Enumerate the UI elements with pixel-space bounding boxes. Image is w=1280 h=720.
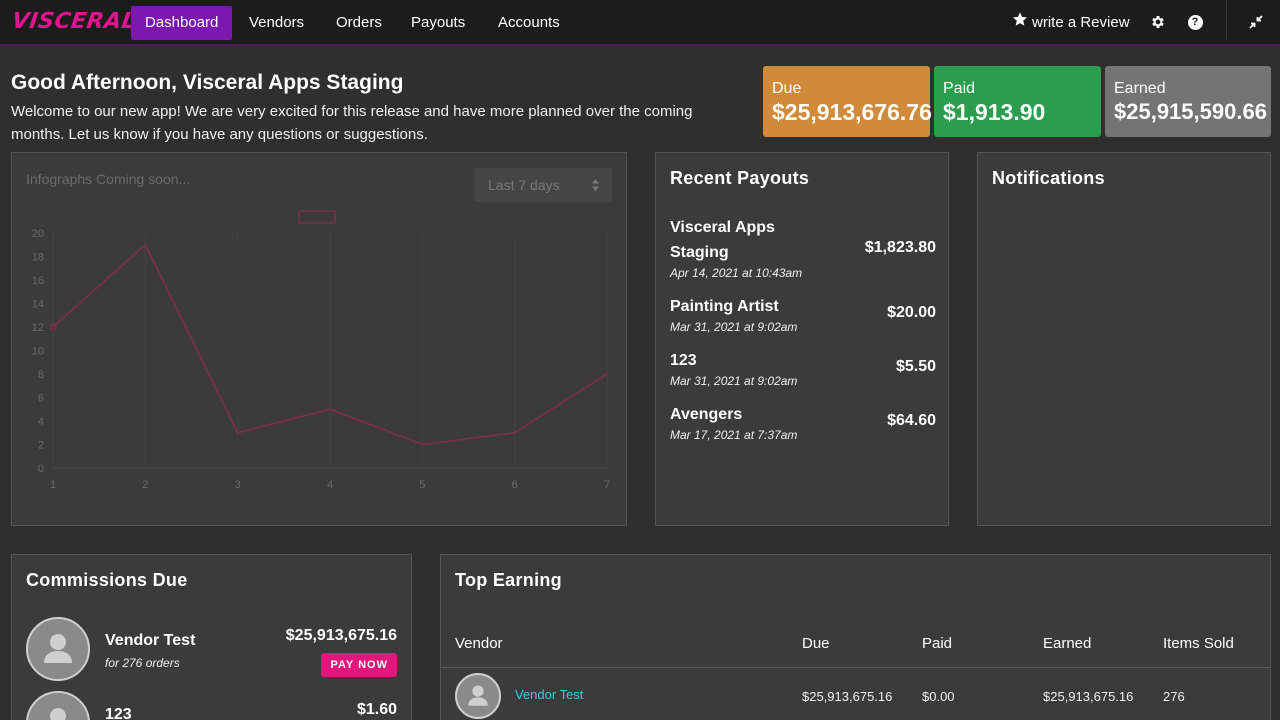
x-tick-label: 1 (50, 479, 56, 491)
commission-vendor-name: 123 (105, 706, 132, 720)
nav-orders[interactable]: Orders (336, 14, 382, 31)
payout-date: Mar 31, 2021 at 9:02am (670, 320, 798, 334)
nav-dashboard[interactable]: Dashboard (131, 6, 233, 40)
earned-value: $25,915,590.66 (1114, 99, 1267, 124)
column-header-paid[interactable]: Paid (922, 635, 953, 652)
user-icon (50, 708, 66, 720)
paid-label: Paid (943, 80, 976, 97)
due-stat: Due $25,913,676.76 (763, 66, 932, 137)
paid-value: $1,913.90 (943, 99, 1046, 125)
payout-name: 123 (670, 352, 697, 369)
payout-amount: $64.60 (887, 412, 936, 429)
earned-label: Earned (1114, 80, 1166, 97)
earned-stat: Earned $25,915,590.66 (1105, 66, 1271, 137)
nav-payouts[interactable]: Payouts (411, 14, 466, 31)
column-header-earned[interactable]: Earned (1043, 635, 1092, 652)
commissions-card: Commissions Due Vendor Test for 276 orde… (11, 554, 412, 720)
data-point (49, 323, 57, 331)
notifications-card: Notifications (977, 152, 1271, 526)
top-earning-title: Top Earning (455, 570, 562, 590)
cell-paid: $0.00 (922, 689, 955, 704)
notifications-title: Notifications (992, 168, 1105, 188)
column-header-items-sold[interactable]: Items Sold (1163, 635, 1234, 652)
commission-amount: $1.60 (356, 701, 397, 718)
column-header-due[interactable]: Due (802, 635, 830, 652)
user-icon (468, 685, 488, 706)
star-icon (1012, 6, 1028, 40)
recent-payouts-card: Recent Payouts Visceral Apps Staging Apr… (655, 152, 949, 526)
y-tick-label: 10 (32, 346, 44, 358)
y-tick-label: 8 (38, 369, 44, 381)
greeting-title: Good Afternoon, Visceral Apps Staging (11, 71, 404, 94)
table-divider (441, 667, 1271, 668)
x-tick-label: 6 (512, 479, 518, 491)
legend-swatch (298, 210, 336, 224)
greeting-text: Welcome to our new app! We are very exci… (11, 103, 693, 143)
x-tick-label: 3 (235, 479, 241, 491)
payout-item[interactable]: Avengers Mar 17, 2021 at 7:37am $64.60 (670, 402, 936, 442)
payout-name: Visceral Apps Staging (670, 219, 775, 261)
review-label: write a Review (1032, 14, 1130, 31)
recent-payouts-title: Recent Payouts (670, 168, 810, 188)
commission-vendor-name: Vendor Test (105, 632, 196, 649)
payout-name: Painting Artist (670, 298, 779, 315)
top-earning-card: Top Earning Vendor Due Paid Earned Items… (440, 554, 1271, 720)
y-tick-label: 18 (32, 252, 44, 264)
pay-now-button[interactable]: PAY NOW (321, 653, 397, 677)
y-tick-label: 4 (38, 416, 44, 428)
cell-items-sold: 276 (1163, 689, 1185, 704)
payout-item[interactable]: Visceral Apps Staging Apr 14, 2021 at 10… (670, 215, 936, 280)
y-tick-label: 20 (32, 228, 44, 240)
payout-date: Apr 14, 2021 at 10:43am (670, 266, 803, 280)
y-tick-label: 14 (32, 299, 44, 311)
y-tick-label: 2 (38, 440, 44, 452)
payout-amount: $5.50 (895, 358, 936, 375)
commission-amount: $25,913,675.16 (285, 627, 397, 644)
payout-date: Mar 17, 2021 at 7:37am (670, 428, 798, 442)
logo[interactable]: VISCERAL (10, 9, 138, 34)
commissions-title: Commissions Due (26, 570, 188, 590)
avatar (26, 691, 90, 720)
series-line (52, 243, 608, 446)
paid-stat: Paid $1,913.90 (934, 66, 1101, 137)
user-icon (44, 634, 72, 663)
range-select-value: Last 7 days (488, 177, 560, 193)
compress-icon[interactable] (1248, 14, 1264, 30)
x-tick-label: 7 (604, 479, 610, 491)
cell-due: $25,913,675.16 (802, 689, 893, 704)
sort-arrows-icon (592, 179, 599, 191)
y-tick-label: 0 (38, 463, 44, 475)
x-tick-label: 5 (419, 479, 425, 491)
x-tick-label: 2 (142, 479, 148, 491)
top-nav: VISCERAL Dashboard Vendors Orders Payout… (0, 0, 1280, 46)
column-header-vendor[interactable]: Vendor (455, 635, 503, 652)
gear-icon[interactable] (1150, 14, 1166, 30)
payout-amount: $20.00 (887, 304, 936, 321)
nav-vendors[interactable]: Vendors (249, 14, 305, 31)
help-icon[interactable]: ? (1187, 14, 1203, 30)
y-tick-label: 6 (38, 393, 44, 405)
infographs-card: Infographs Coming soon... Last 7 days 0 2… (11, 152, 627, 526)
nav-accounts[interactable]: Accounts (498, 14, 560, 31)
vendor-link[interactable]: Vendor Test (515, 687, 584, 702)
y-tick-label: 16 (32, 275, 44, 287)
avatar (455, 673, 501, 719)
due-label: Due (772, 80, 802, 97)
payout-amount: $1,823.80 (864, 239, 936, 256)
payout-item[interactable]: Painting Artist Mar 31, 2021 at 9:02am $… (670, 294, 936, 334)
payout-date: Mar 31, 2021 at 9:02am (670, 374, 798, 388)
y-tick-label: 12 (32, 322, 44, 334)
nav-divider (1226, 0, 1227, 40)
due-value: $25,913,676.76 (772, 99, 932, 125)
write-review-link[interactable]: write a Review (1012, 6, 1130, 40)
commission-order-count: for 276 orders (105, 656, 180, 670)
payout-item[interactable]: 123 Mar 31, 2021 at 9:02am $5.50 (670, 348, 936, 388)
range-select[interactable]: Last 7 days (474, 168, 612, 202)
payout-name: Avengers (670, 406, 743, 423)
cell-earned: $25,913,675.16 (1043, 689, 1134, 704)
x-tick-label: 4 (327, 479, 333, 491)
avatar (26, 617, 90, 681)
chart-title: Infographs Coming soon... (26, 171, 191, 187)
